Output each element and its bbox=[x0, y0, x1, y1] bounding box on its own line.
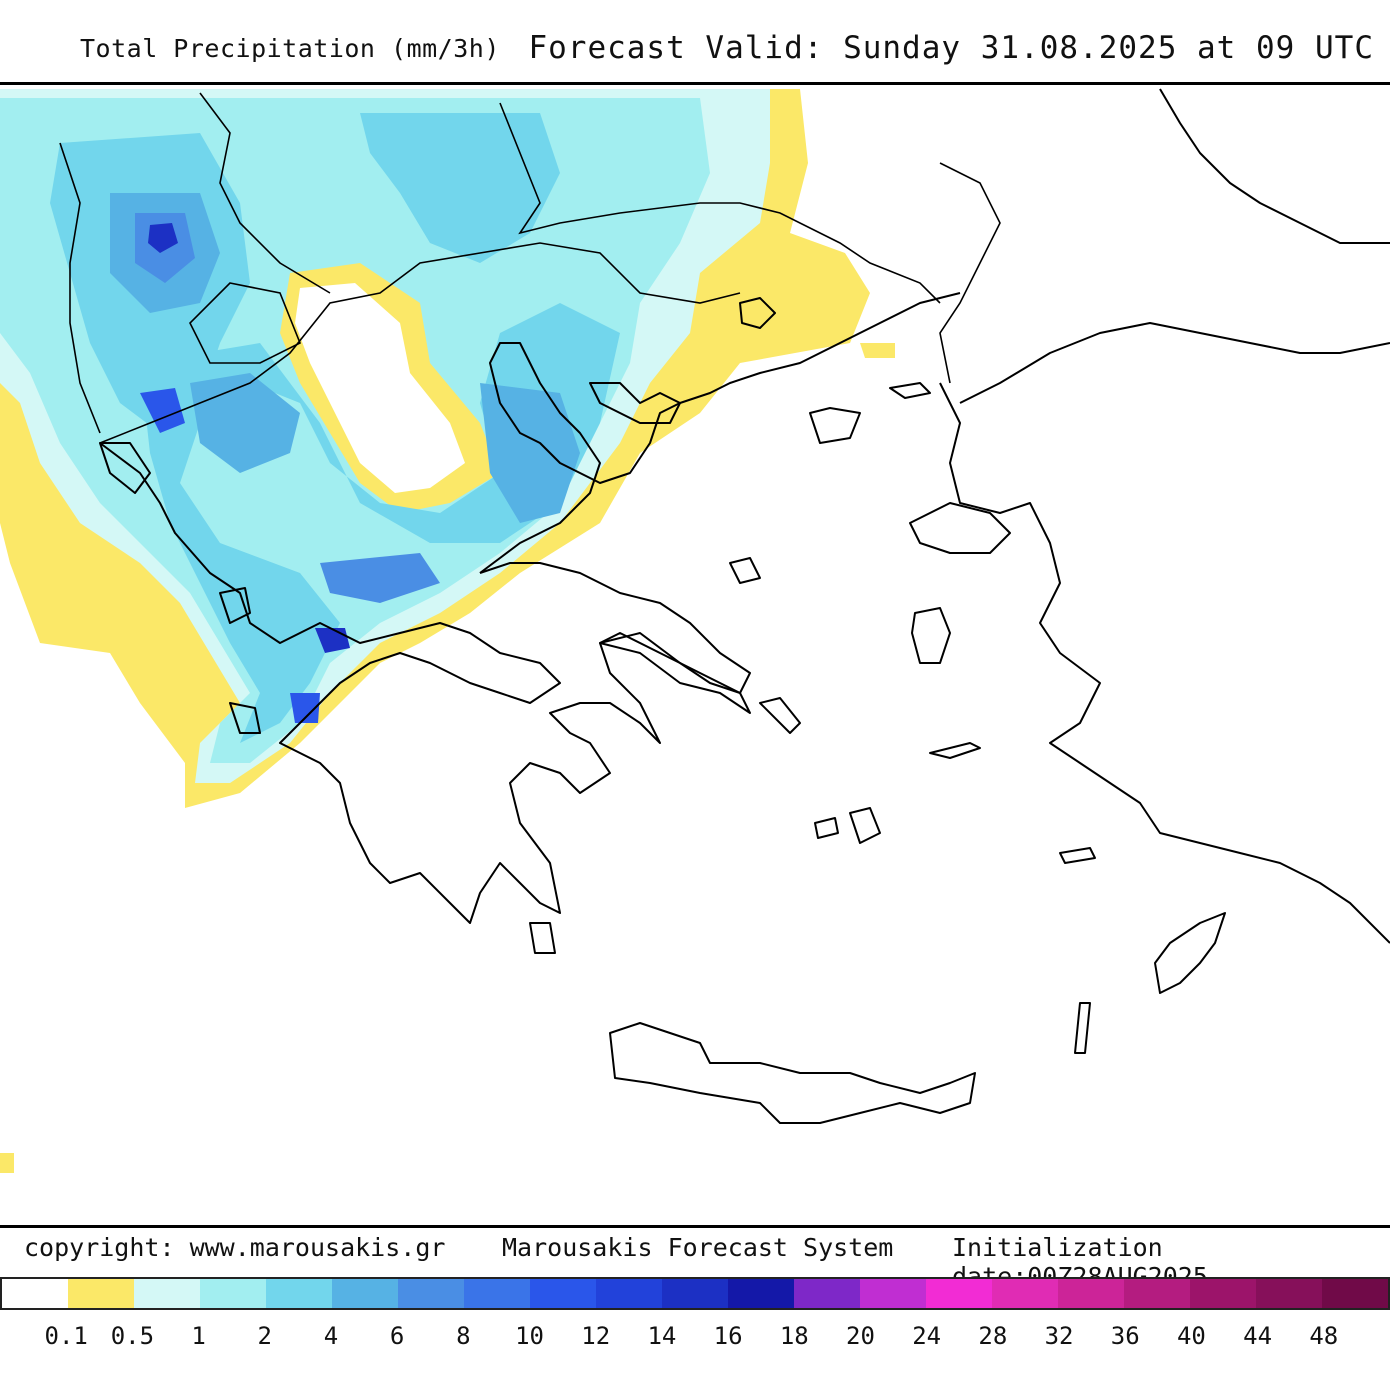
legend-swatch bbox=[1190, 1279, 1256, 1308]
precipitation-map bbox=[0, 82, 1390, 1228]
borders bbox=[59, 92, 1001, 444]
legend-label: 44 bbox=[1243, 1322, 1273, 1350]
precip-core-8mm-epirus bbox=[140, 388, 185, 433]
legend-label: 8 bbox=[456, 1322, 471, 1350]
legend-label: 36 bbox=[1110, 1322, 1140, 1350]
legend-label: 32 bbox=[1044, 1322, 1074, 1350]
border-greece-north bbox=[99, 242, 741, 444]
legend-label: 14 bbox=[647, 1322, 677, 1350]
legend-swatch bbox=[464, 1279, 530, 1308]
legend-label: 48 bbox=[1309, 1322, 1339, 1350]
legend-swatch bbox=[200, 1279, 266, 1308]
system-name: Marousakis Forecast System bbox=[502, 1233, 894, 1262]
precip-core-8mm-band bbox=[320, 553, 440, 603]
map-svg bbox=[0, 88, 1390, 1173]
precip-core-6mm-epirus bbox=[190, 373, 300, 473]
legend-swatch bbox=[596, 1279, 662, 1308]
legend-swatch bbox=[530, 1279, 596, 1308]
legend-label: 4 bbox=[323, 1322, 339, 1350]
legend-swatch bbox=[68, 1279, 134, 1308]
precip-area-light-east bbox=[860, 343, 895, 358]
precip-field bbox=[0, 89, 895, 1173]
color-legend-bar bbox=[0, 1277, 1390, 1310]
island-crete bbox=[609, 1022, 976, 1124]
island-samos bbox=[929, 742, 981, 759]
border-macedonia bbox=[189, 282, 302, 364]
border-bulgaria-north bbox=[499, 102, 941, 304]
legend-swatch bbox=[134, 1279, 200, 1308]
legend-label: 18 bbox=[779, 1322, 809, 1350]
island-skyros bbox=[729, 557, 761, 584]
legend-label: 10 bbox=[515, 1322, 544, 1350]
legend-label: 12 bbox=[581, 1322, 611, 1350]
legend-swatch bbox=[926, 1279, 992, 1308]
legend-label: 28 bbox=[978, 1322, 1008, 1350]
island-evia bbox=[599, 632, 751, 714]
legend-swatch bbox=[860, 1279, 926, 1308]
legend-label: 1 bbox=[191, 1322, 206, 1350]
coast-black-sea bbox=[1159, 88, 1390, 244]
island-chios bbox=[911, 607, 951, 664]
coast-north-aegean bbox=[479, 292, 961, 574]
coastlines bbox=[99, 88, 1390, 1124]
legend-swatch bbox=[662, 1279, 728, 1308]
island-zakynthos bbox=[229, 702, 261, 734]
legend-swatch bbox=[2, 1279, 68, 1308]
color-legend-labels: 0.1 0.5 1 2 4 6 8 10 12 14 16 18 20 24 28 32 36 40 44 48 bbox=[0, 1322, 1390, 1356]
legend-label: 20 bbox=[846, 1322, 875, 1350]
legend-label: 0.5 bbox=[110, 1322, 155, 1350]
legend-label: 0.1 bbox=[44, 1322, 88, 1350]
precip-core-16mm-west bbox=[148, 223, 178, 253]
copyright-text: copyright: www.marousakis.gr bbox=[24, 1233, 446, 1262]
legend-label: 40 bbox=[1176, 1322, 1206, 1350]
legend-swatch bbox=[266, 1279, 332, 1308]
island-paros bbox=[814, 817, 839, 839]
precip-area-4mm-north bbox=[360, 113, 560, 263]
precip-core-6mm-chalkidiki bbox=[480, 383, 580, 523]
island-kefalonia bbox=[219, 587, 251, 624]
coast-marmara bbox=[959, 322, 1390, 404]
legend-swatch bbox=[728, 1279, 794, 1308]
precip-speck-south bbox=[0, 1153, 14, 1173]
chart-title: Total Precipitation (mm/3h) bbox=[80, 34, 500, 63]
island-rhodes bbox=[1154, 912, 1226, 994]
island-corfu bbox=[99, 442, 151, 494]
legend-swatch bbox=[794, 1279, 860, 1308]
legend-swatch bbox=[332, 1279, 398, 1308]
island-karpathos bbox=[1074, 1002, 1091, 1054]
island-samothrace bbox=[889, 382, 931, 399]
coast-chalkidiki bbox=[589, 382, 681, 424]
island-lesvos bbox=[909, 502, 1011, 554]
legend-swatch bbox=[992, 1279, 1058, 1308]
island-thasos bbox=[739, 297, 776, 329]
coast-anatolia bbox=[939, 382, 1390, 944]
legend-label: 24 bbox=[912, 1322, 942, 1350]
border-turkey bbox=[939, 162, 1001, 384]
island-naxos bbox=[849, 807, 881, 844]
island-kos bbox=[1059, 847, 1096, 864]
island-lemnos bbox=[809, 407, 861, 444]
legend-label: 16 bbox=[713, 1322, 743, 1350]
legend-swatch bbox=[398, 1279, 464, 1308]
legend-label: 6 bbox=[389, 1322, 405, 1350]
island-andros bbox=[759, 697, 801, 734]
legend-swatch bbox=[1058, 1279, 1124, 1308]
dry-core-north-greece bbox=[295, 283, 465, 493]
coast-mainland bbox=[99, 442, 751, 924]
legend-label: 2 bbox=[257, 1322, 272, 1350]
precip-core-8mm-south bbox=[290, 693, 320, 723]
legend-swatch bbox=[1124, 1279, 1190, 1308]
legend-swatch bbox=[1322, 1279, 1388, 1308]
forecast-valid-time: Forecast Valid: Sunday 31.08.2025 at 09 … bbox=[528, 30, 1374, 66]
legend-swatch bbox=[1256, 1279, 1322, 1308]
border-albania bbox=[59, 142, 101, 434]
island-kythira bbox=[529, 922, 556, 954]
border-serbia bbox=[199, 92, 331, 294]
